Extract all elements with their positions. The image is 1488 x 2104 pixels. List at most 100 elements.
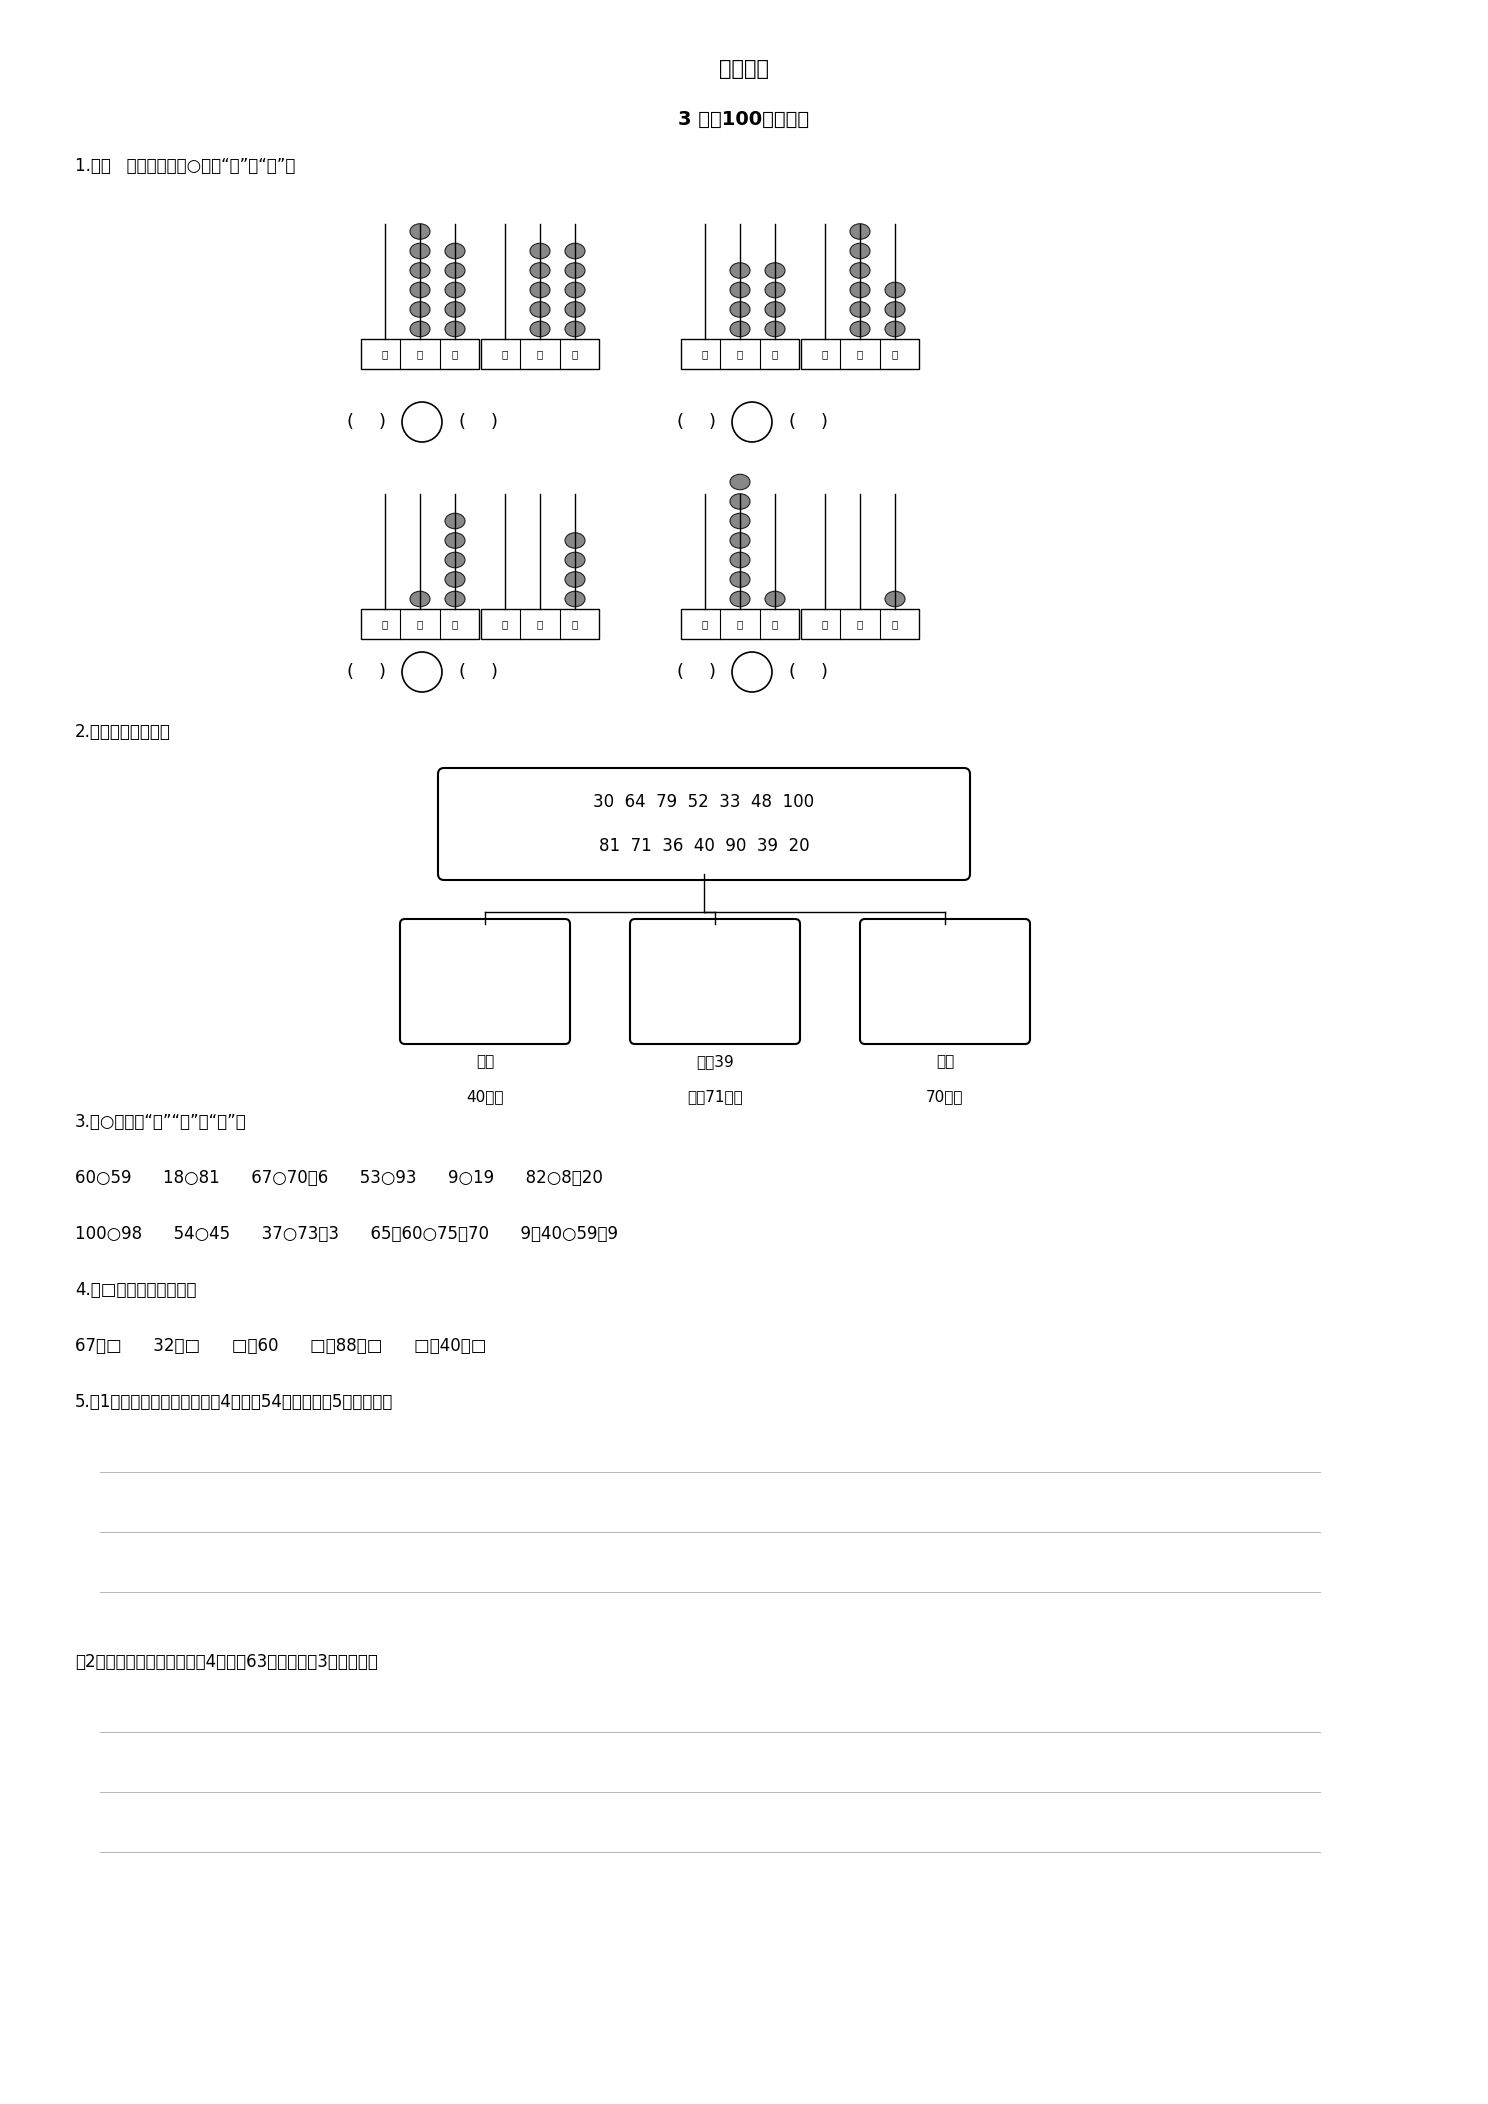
Ellipse shape: [565, 572, 585, 587]
Text: 2.分一分，填一填。: 2.分一分，填一填。: [74, 724, 171, 741]
Ellipse shape: [850, 223, 870, 240]
Ellipse shape: [731, 513, 750, 528]
Ellipse shape: [565, 282, 585, 299]
FancyBboxPatch shape: [481, 608, 598, 640]
Text: 百: 百: [501, 349, 507, 360]
Ellipse shape: [445, 263, 464, 278]
Text: 随堂测试: 随堂测试: [719, 59, 769, 80]
Text: 十: 十: [417, 619, 423, 629]
Text: ): ): [820, 663, 827, 682]
Ellipse shape: [850, 322, 870, 337]
Ellipse shape: [850, 244, 870, 259]
Ellipse shape: [411, 263, 430, 278]
Ellipse shape: [565, 551, 585, 568]
Text: 个: 个: [571, 619, 579, 629]
Ellipse shape: [445, 282, 464, 299]
Text: 5.（1）按从大到小的顺序写出4个大于54且十位上是5的两位数。: 5.（1）按从大到小的顺序写出4个大于54且十位上是5的两位数。: [74, 1393, 393, 1412]
Text: ): ): [378, 412, 385, 431]
Text: 百: 百: [501, 619, 507, 629]
Text: (: (: [677, 663, 683, 682]
FancyBboxPatch shape: [682, 608, 799, 640]
Ellipse shape: [885, 282, 905, 299]
Text: ): ): [491, 663, 497, 682]
Text: 百: 百: [382, 619, 388, 629]
Ellipse shape: [731, 494, 750, 509]
Text: 小于: 小于: [476, 1054, 494, 1069]
Text: ): ): [491, 412, 497, 431]
Text: (: (: [789, 663, 796, 682]
Ellipse shape: [445, 532, 464, 549]
Ellipse shape: [850, 263, 870, 278]
Text: 十: 十: [737, 349, 743, 360]
Text: 个: 个: [452, 349, 458, 360]
FancyBboxPatch shape: [682, 339, 799, 368]
Ellipse shape: [731, 263, 750, 278]
Text: 百: 百: [702, 349, 708, 360]
Ellipse shape: [530, 322, 551, 337]
FancyBboxPatch shape: [801, 339, 918, 368]
Ellipse shape: [731, 301, 750, 318]
Ellipse shape: [445, 244, 464, 259]
Text: 个: 个: [452, 619, 458, 629]
Ellipse shape: [445, 301, 464, 318]
Ellipse shape: [445, 513, 464, 528]
Ellipse shape: [411, 591, 430, 606]
Text: 个: 个: [772, 619, 778, 629]
FancyBboxPatch shape: [801, 608, 918, 640]
FancyBboxPatch shape: [860, 919, 1030, 1044]
Text: (: (: [347, 663, 354, 682]
Text: 60○59      18○81      67○70＋6      53○93      9○19      82○8＋20: 60○59 18○81 67○70＋6 53○93 9○19 82○8＋20: [74, 1170, 603, 1187]
FancyBboxPatch shape: [481, 339, 598, 368]
Ellipse shape: [885, 591, 905, 606]
Ellipse shape: [731, 551, 750, 568]
Text: 67＞□      32＜□      □＜60      □＜88＜□      □＞40＞□: 67＞□ 32＜□ □＜60 □＜88＜□ □＞40＞□: [74, 1336, 487, 1355]
Ellipse shape: [530, 263, 551, 278]
Text: （2）按从小到大的顺序写出4个小于63且个位上是3的两位数。: （2）按从小到大的顺序写出4个小于63且个位上是3的两位数。: [74, 1654, 378, 1671]
Text: 小于71的数: 小于71的数: [687, 1090, 743, 1105]
Text: 3.在○里填上“＞”“＜”或“＝”。: 3.在○里填上“＞”“＜”或“＝”。: [74, 1113, 247, 1132]
Ellipse shape: [445, 572, 464, 587]
Ellipse shape: [731, 322, 750, 337]
Text: ): ): [378, 663, 385, 682]
Text: ): ): [708, 412, 716, 431]
Ellipse shape: [765, 301, 786, 318]
Text: 100○98      54○45      37○73－3      65－60○75－70      9＋40○59－9: 100○98 54○45 37○73－3 65－60○75－70 9＋40○59…: [74, 1225, 618, 1243]
Ellipse shape: [445, 551, 464, 568]
Ellipse shape: [445, 591, 464, 606]
Ellipse shape: [411, 244, 430, 259]
Text: 大于39: 大于39: [696, 1054, 734, 1069]
Text: 1.在（   ）里写数，在○里填“＞”或“＜”。: 1.在（ ）里写数，在○里填“＞”或“＜”。: [74, 158, 296, 175]
Ellipse shape: [530, 244, 551, 259]
Ellipse shape: [765, 591, 786, 606]
Text: 百: 百: [382, 349, 388, 360]
Text: 81  71  36  40  90  39  20: 81 71 36 40 90 39 20: [598, 837, 809, 854]
Ellipse shape: [885, 301, 905, 318]
Ellipse shape: [565, 322, 585, 337]
Text: 百: 百: [821, 349, 829, 360]
Ellipse shape: [445, 322, 464, 337]
Text: ): ): [708, 663, 716, 682]
Ellipse shape: [530, 301, 551, 318]
Text: ): ): [820, 412, 827, 431]
Text: 百: 百: [702, 619, 708, 629]
Text: (: (: [347, 412, 354, 431]
Text: (: (: [677, 412, 683, 431]
FancyBboxPatch shape: [400, 919, 570, 1044]
Ellipse shape: [565, 244, 585, 259]
Text: 十: 十: [737, 619, 743, 629]
Text: 个: 个: [772, 349, 778, 360]
Ellipse shape: [885, 322, 905, 337]
Text: 十: 十: [537, 619, 543, 629]
Text: (: (: [789, 412, 796, 431]
Text: (: (: [458, 663, 466, 682]
FancyBboxPatch shape: [362, 608, 479, 640]
Ellipse shape: [565, 301, 585, 318]
Ellipse shape: [731, 282, 750, 299]
Ellipse shape: [411, 322, 430, 337]
Ellipse shape: [411, 282, 430, 299]
Ellipse shape: [565, 263, 585, 278]
Text: 个: 个: [891, 619, 899, 629]
Ellipse shape: [411, 301, 430, 318]
Text: 40的数: 40的数: [466, 1090, 504, 1105]
Ellipse shape: [765, 263, 786, 278]
